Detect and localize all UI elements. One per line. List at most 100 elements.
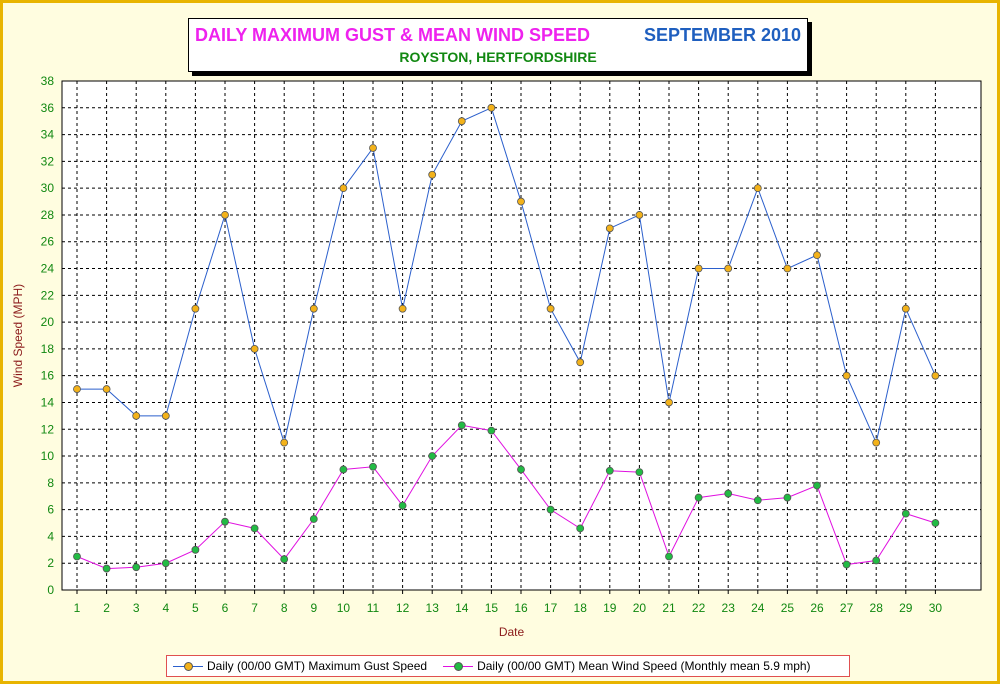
- data-point-gust: [635, 211, 644, 219]
- y-tick-label: 36: [41, 101, 55, 115]
- x-tick-label: 20: [633, 601, 647, 615]
- data-point-gust: [398, 304, 407, 313]
- y-tick-label: 26: [41, 235, 55, 249]
- data-point-mean: [517, 465, 525, 474]
- x-tick-label: 10: [337, 601, 351, 615]
- y-tick-label: 4: [47, 529, 54, 543]
- data-point-gust: [605, 224, 614, 233]
- data-point-mean: [546, 505, 555, 514]
- plot-border: [61, 80, 982, 591]
- data-point-mean: [309, 515, 318, 523]
- chart-period: SEPTEMBER 2010: [643, 25, 801, 45]
- x-tick-label: 22: [692, 601, 706, 615]
- x-tick-label: 1: [74, 601, 81, 615]
- x-tick-label: 11: [367, 601, 380, 615]
- data-point-mean: [694, 493, 703, 502]
- data-point-mean: [931, 519, 940, 527]
- y-tick-label: 12: [41, 422, 55, 436]
- data-point-mean: [605, 466, 614, 475]
- legend-label-mean: Daily (00/00 GMT) Mean Wind Speed (Month…: [477, 659, 811, 673]
- x-tick-label: 7: [251, 601, 258, 615]
- x-tick-label: 12: [396, 601, 410, 615]
- x-tick-label: 26: [810, 601, 824, 615]
- data-point-gust: [901, 304, 910, 313]
- x-tick-label: 29: [899, 601, 913, 615]
- x-tick-label: 21: [662, 601, 676, 615]
- data-point-gust: [931, 371, 940, 380]
- data-point-gust: [73, 385, 81, 393]
- data-point-gust: [102, 385, 111, 393]
- data-point-gust: [724, 264, 733, 273]
- data-point-mean: [576, 524, 585, 533]
- x-tick-label: 18: [574, 601, 588, 615]
- x-tick-label: 27: [840, 601, 854, 615]
- legend-swatch-mean: [443, 660, 474, 672]
- y-tick-label: 32: [41, 154, 55, 168]
- y-tick-label: 2: [47, 556, 54, 570]
- x-tick-label: 25: [781, 601, 795, 615]
- y-tick-label: 10: [41, 449, 55, 463]
- data-point-mean: [191, 545, 200, 554]
- data-point-mean: [665, 552, 673, 561]
- data-point-gust: [250, 344, 259, 353]
- legend-item-gust: Daily (00/00 GMT) Maximum Gust Speed: [173, 659, 427, 673]
- data-point-gust: [694, 264, 703, 273]
- x-tick-label: 5: [192, 601, 199, 615]
- series-line-mean: [76, 424, 936, 570]
- data-point-gust: [487, 103, 496, 112]
- y-tick-label: 28: [41, 208, 55, 222]
- data-point-gust: [665, 398, 673, 407]
- data-point-mean: [872, 556, 881, 565]
- data-point-mean: [398, 501, 407, 510]
- y-tick-label: 16: [41, 369, 55, 383]
- x-tick-label: 23: [722, 601, 736, 615]
- data-point-gust: [132, 411, 141, 420]
- data-point-mean: [487, 426, 496, 435]
- data-point-mean: [369, 462, 377, 471]
- data-point-mean: [221, 517, 229, 526]
- chart-legend: Daily (00/00 GMT) Maximum Gust Speed Dai…: [166, 655, 850, 677]
- data-point-mean: [457, 421, 466, 430]
- y-tick-label: 30: [41, 181, 55, 195]
- data-point-mean: [813, 481, 821, 490]
- x-tick-label: 19: [603, 601, 617, 615]
- legend-label-gust: Daily (00/00 GMT) Maximum Gust Speed: [207, 659, 428, 673]
- data-point-gust: [309, 304, 318, 313]
- data-point-gust: [369, 144, 377, 152]
- data-point-gust: [813, 251, 821, 260]
- x-tick-label: 2: [103, 601, 110, 615]
- data-point-mean: [280, 555, 289, 564]
- x-tick-label: 28: [870, 601, 884, 615]
- data-point-mean: [102, 564, 111, 573]
- y-tick-label: 24: [41, 262, 55, 276]
- data-point-gust: [221, 211, 229, 219]
- data-point-mean: [842, 560, 851, 569]
- data-point-mean: [250, 524, 259, 533]
- y-tick-label: 38: [41, 74, 55, 88]
- data-point-mean: [339, 465, 348, 474]
- x-tick-label: 24: [751, 601, 765, 615]
- data-point-gust: [457, 117, 466, 126]
- x-tick-label: 4: [162, 601, 169, 615]
- series-line-gust: [77, 107, 936, 445]
- data-point-mean: [73, 552, 81, 561]
- data-point-gust: [783, 264, 792, 273]
- x-axis-label: Date: [499, 625, 525, 639]
- y-tick-label: 6: [47, 503, 54, 517]
- legend-swatch-gust: [173, 660, 203, 672]
- y-tick-label: 8: [47, 476, 54, 490]
- data-point-gust: [576, 358, 585, 367]
- chart-title: DAILY MAXIMUM GUST & MEAN WIND SPEED: [195, 25, 591, 45]
- y-tick-label: 20: [41, 315, 55, 329]
- y-axis-label: Wind Speed (MPH): [11, 284, 25, 387]
- data-point-gust: [161, 411, 170, 420]
- y-tick-label: 22: [41, 288, 55, 302]
- y-tick-label: 0: [47, 583, 54, 597]
- y-tick-label: 18: [41, 342, 55, 356]
- data-point-gust: [872, 438, 881, 447]
- chart-location: ROYSTON, HERTFORDSHIRE: [399, 49, 597, 65]
- x-tick-label: 9: [310, 601, 317, 615]
- data-point-mean: [428, 452, 437, 460]
- data-point-gust: [517, 197, 525, 206]
